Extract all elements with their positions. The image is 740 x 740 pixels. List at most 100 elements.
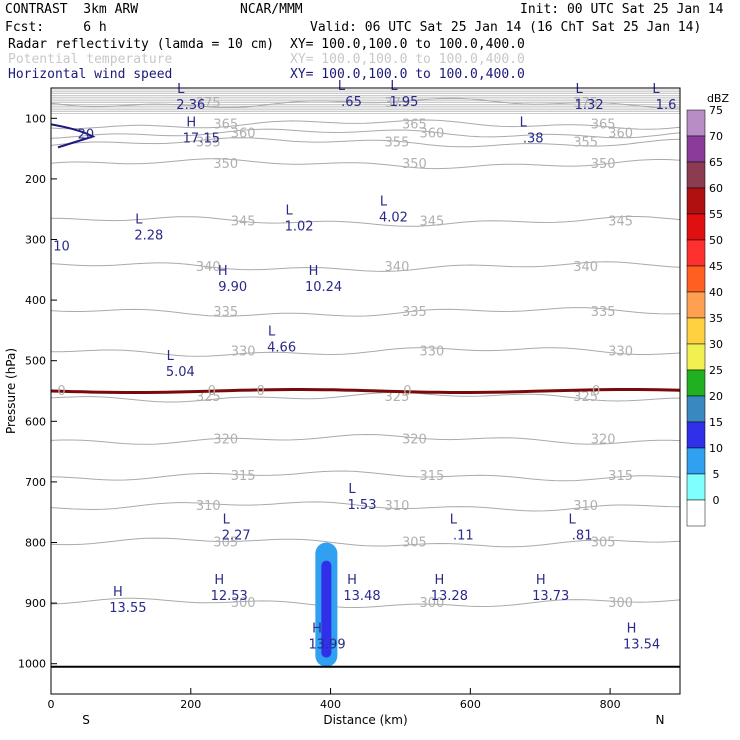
wind-extremum-value: 1.95 bbox=[389, 95, 418, 110]
wind-extremum-type: L bbox=[268, 325, 276, 340]
wind-extremum-value: 2.36 bbox=[176, 98, 205, 113]
wind-extremum-type: L bbox=[569, 512, 577, 527]
wind-extremum-type: L bbox=[390, 79, 398, 94]
plot-frame bbox=[50, 87, 681, 695]
colorbar-swatch bbox=[686, 473, 706, 501]
wind-extremum-type: L bbox=[167, 349, 175, 364]
wind-extremum-value: 13.55 bbox=[109, 601, 146, 616]
wind-extremum-value: .11 bbox=[453, 528, 474, 543]
forecast-hour: Fcst: 6 h bbox=[5, 20, 107, 35]
theta-label: 320 bbox=[402, 432, 427, 447]
dense-theta-band bbox=[51, 89, 680, 114]
y-tick-label: 300 bbox=[25, 234, 46, 247]
x-tick-label: 800 bbox=[600, 698, 621, 711]
wind-extremum-value: 17.15 bbox=[183, 131, 220, 146]
institution-label: NCAR/MMM bbox=[240, 2, 303, 17]
theta-label: 310 bbox=[196, 499, 221, 514]
theta-contour bbox=[51, 261, 680, 272]
colorbar-swatch bbox=[686, 213, 706, 241]
y-tick-label: 1000 bbox=[18, 658, 46, 671]
wind-contour-label: 20 bbox=[78, 127, 95, 142]
theta-label: 320 bbox=[591, 432, 616, 447]
theta-contour bbox=[51, 97, 680, 109]
colorbar-swatch bbox=[686, 499, 706, 527]
colorbar-swatch bbox=[686, 369, 706, 397]
colorbar-label: 35 bbox=[709, 312, 723, 325]
wind-extremum-type: L bbox=[380, 194, 388, 209]
wind-extremum-value: 13.73 bbox=[532, 589, 569, 604]
theta-label: 360 bbox=[419, 126, 444, 141]
valid-time: Valid: 06 UTC Sat 25 Jan 14 (16 ChT Sat … bbox=[310, 20, 702, 35]
wind-extremum-type: H bbox=[309, 264, 319, 279]
y-axis-title: Pressure (hPa) bbox=[4, 348, 18, 434]
theta-label: 375 bbox=[196, 96, 221, 111]
theta-contour bbox=[51, 307, 680, 317]
wind-extremum-type: L bbox=[223, 512, 231, 527]
field-wind-name: Horizontal wind speed bbox=[8, 67, 173, 82]
wind-extremum-type: H bbox=[536, 573, 546, 588]
theta-label: 340 bbox=[385, 260, 410, 275]
wind-extremum-value: .65 bbox=[341, 95, 362, 110]
colorbar-swatch bbox=[686, 421, 706, 449]
colorbar-label: 30 bbox=[709, 338, 723, 351]
field-reflectivity-name: Radar reflectivity (lamda = 10 cm) bbox=[8, 37, 275, 52]
theta-label: 325 bbox=[385, 390, 410, 405]
theta-label: 365 bbox=[591, 117, 616, 132]
model-title: CONTRAST 3km ARW bbox=[5, 2, 139, 17]
wind-extremum-type: H bbox=[218, 264, 228, 279]
wind-extremum-type: L bbox=[652, 82, 660, 97]
field-reflectivity-xy: XY= 100.0,100.0 to 100.0,400.0 bbox=[290, 37, 525, 52]
theta-contour bbox=[51, 597, 680, 609]
theta-label: 315 bbox=[231, 469, 256, 484]
y-tick-label: 400 bbox=[25, 294, 46, 307]
theta-contour bbox=[51, 128, 680, 139]
y-tick-label: 800 bbox=[25, 537, 46, 550]
y-tick-label: 900 bbox=[25, 597, 46, 610]
theta-label: 375 bbox=[385, 96, 410, 111]
theta-contour bbox=[51, 119, 680, 130]
theta-label: 360 bbox=[608, 126, 633, 141]
wind-extremum-value: 2.28 bbox=[134, 228, 163, 243]
colorbar-label: 0 bbox=[713, 494, 720, 507]
theta-label: 340 bbox=[196, 260, 221, 275]
wind-extremum-type: H bbox=[627, 621, 637, 636]
theta-label: 375 bbox=[573, 96, 598, 111]
y-tick-label: 500 bbox=[25, 355, 46, 368]
colorbar-label: 20 bbox=[709, 390, 723, 403]
reflectivity-layer bbox=[315, 542, 338, 667]
colorbar-label: 65 bbox=[709, 156, 723, 169]
theta-label: 315 bbox=[419, 469, 444, 484]
wind-extremum-value: 2.27 bbox=[222, 528, 251, 543]
colorbar-swatch bbox=[686, 447, 706, 475]
wind-contour-20 bbox=[51, 123, 96, 149]
wind-extremum-value: 13.28 bbox=[431, 589, 468, 604]
wind-extremum-value: 9.90 bbox=[218, 280, 247, 295]
wind-extremum-value: .81 bbox=[572, 528, 593, 543]
freezing-level-label: 0 bbox=[57, 384, 65, 399]
colorbar-swatch bbox=[686, 291, 706, 319]
theta-label: 345 bbox=[608, 214, 633, 229]
colorbar-label: 55 bbox=[709, 208, 723, 221]
wind-extremum-type: H bbox=[186, 115, 196, 130]
theta-label: 315 bbox=[608, 469, 633, 484]
colorbar-label: 25 bbox=[709, 364, 723, 377]
theta-label: 300 bbox=[231, 596, 256, 611]
theta-contour bbox=[51, 470, 680, 482]
theta-label: 350 bbox=[213, 157, 238, 172]
wind-extremum-value: 4.02 bbox=[379, 210, 408, 225]
theta-label: 305 bbox=[591, 536, 616, 551]
wind-extremum-type: H bbox=[113, 585, 123, 600]
theta-label: 300 bbox=[419, 596, 444, 611]
colorbar-label: 45 bbox=[709, 260, 723, 273]
colorbar-label: 5 bbox=[713, 468, 720, 481]
colorbar-swatch bbox=[686, 265, 706, 293]
wind-extremum-type: L bbox=[348, 482, 356, 497]
theta-contour bbox=[51, 501, 680, 512]
theta-label: 300 bbox=[608, 596, 633, 611]
theta-label: 360 bbox=[231, 126, 256, 141]
theta-label: 305 bbox=[213, 536, 238, 551]
theta-label: 355 bbox=[573, 136, 598, 151]
colorbar-unit: dBZ bbox=[707, 92, 730, 105]
